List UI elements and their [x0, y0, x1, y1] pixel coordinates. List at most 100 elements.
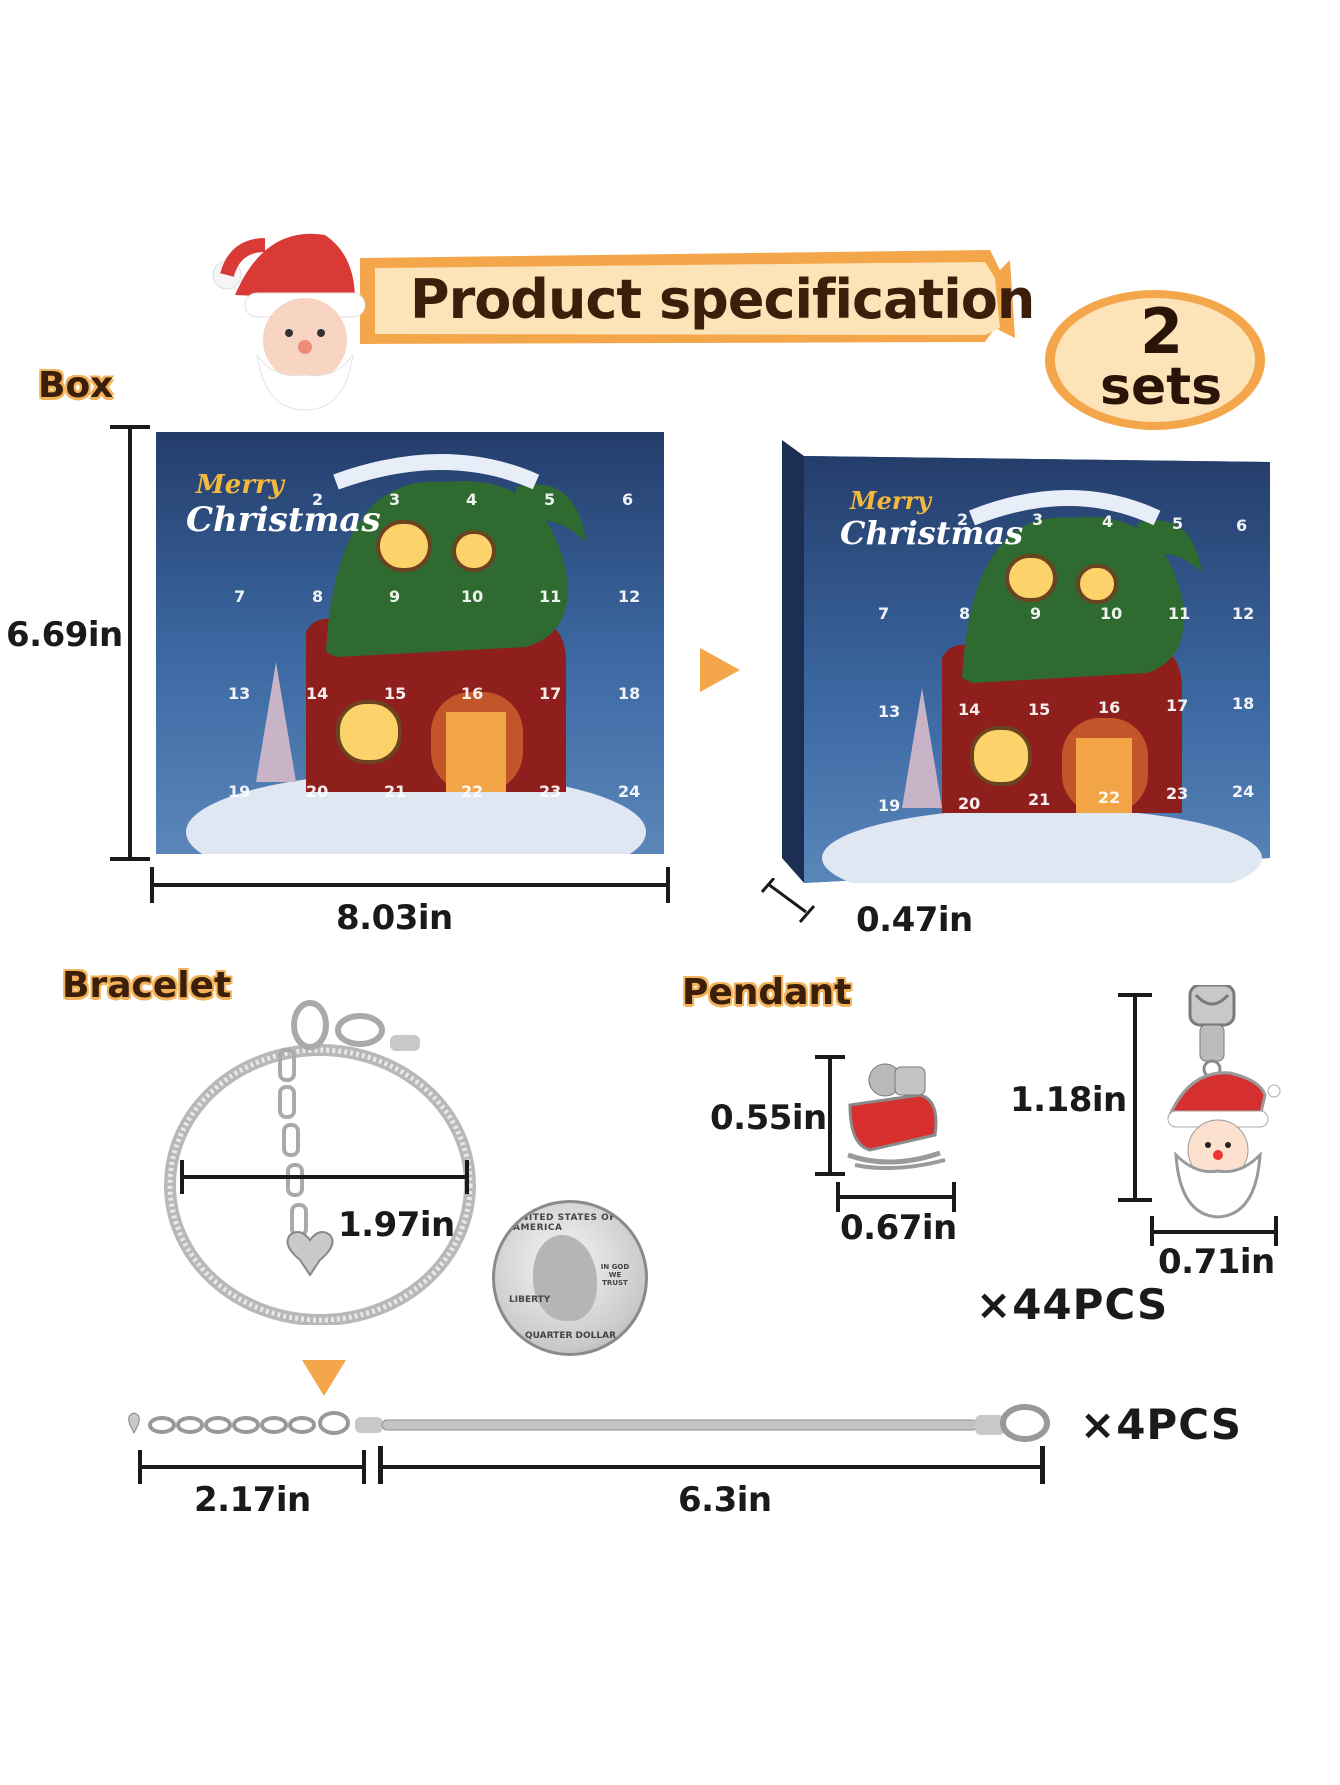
badge-oval	[1045, 290, 1265, 430]
door-front: 21	[384, 782, 407, 801]
santa-width-cap-right	[1274, 1216, 1278, 1246]
santa-width-line	[1152, 1230, 1276, 1234]
sleigh-width-line	[838, 1195, 954, 1199]
door-side: 22	[1098, 788, 1121, 807]
door-side: 8	[959, 604, 971, 623]
door-side: 15	[1028, 700, 1051, 719]
santa-pendant-image	[1167, 985, 1281, 1219]
door-front: 12	[618, 587, 641, 606]
sleigh-height-cap-top	[815, 1055, 845, 1059]
arrow-right-icon	[700, 648, 740, 692]
box-depth-value: 0.47in	[856, 900, 973, 940]
door-front: 7	[234, 587, 246, 606]
door-side: 14	[958, 700, 981, 719]
box-width-line	[152, 883, 668, 887]
extension-cap-left	[138, 1450, 142, 1484]
door-side: 19	[878, 796, 901, 815]
banner-title: Product specification	[410, 268, 1035, 331]
door-front: 23	[539, 782, 562, 801]
door-front: 19	[228, 782, 251, 801]
door-front: 11	[539, 587, 562, 606]
bracelet-width-line	[182, 1175, 467, 1179]
bracelet-straight-image	[128, 1404, 1050, 1442]
santa-height-cap-bottom	[1118, 1198, 1152, 1202]
coin-portrait	[533, 1235, 597, 1321]
chain-length-line	[380, 1465, 1042, 1469]
pendant-quantity: ×44PCS	[976, 1280, 1169, 1329]
badge-count: 2	[1140, 295, 1184, 368]
door-side: 4	[1102, 512, 1114, 531]
door-front: 15	[384, 684, 407, 703]
door-side: 16	[1098, 698, 1121, 717]
sleigh-width-cap-right	[952, 1182, 956, 1212]
section-label-box: Box	[38, 365, 114, 406]
door-front: 6	[622, 490, 634, 509]
bracelet-quantity: ×4PCS	[1080, 1400, 1243, 1449]
santa-height-line	[1133, 995, 1137, 1200]
box-width-value: 8.03in	[336, 898, 453, 938]
bracelet-width-cap-right	[465, 1160, 469, 1194]
greeting-front-line1: Merry	[196, 470, 284, 500]
box-height-cap-top	[110, 425, 150, 429]
bracelet-width-cap-left	[180, 1160, 184, 1194]
coin-text-top: UNITED STATES OF AMERICA	[513, 1213, 616, 1233]
door-side: 20	[958, 794, 981, 813]
door-front: 4	[466, 490, 478, 509]
section-label-pendant: Pendant	[682, 972, 852, 1013]
banner: Product specification	[200, 220, 1080, 380]
santa-width-cap-left	[1150, 1216, 1154, 1246]
coin-motto: IN GOD WE TRUST	[600, 1263, 630, 1287]
extension-length-line	[140, 1465, 364, 1469]
door-front: 18	[618, 684, 641, 703]
door-front: 14	[306, 684, 329, 703]
bracelet-width-value: 1.97in	[338, 1205, 455, 1245]
door-side: 3	[1032, 510, 1044, 529]
advent-box-angled: Merry Christmas 2 3 4 5 6 7 8 9 10 11 12…	[782, 438, 1270, 883]
door-front: 24	[618, 782, 641, 801]
door-side: 5	[1172, 514, 1184, 533]
santa-width-value: 0.71in	[1158, 1242, 1275, 1282]
quarter-coin: UNITED STATES OF AMERICA LIBERTY IN GOD …	[492, 1200, 648, 1356]
box-height-cap-bottom	[110, 857, 150, 861]
door-front: 22	[461, 782, 484, 801]
door-side: 7	[878, 604, 890, 623]
santa-height-cap-top	[1118, 993, 1152, 997]
door-side: 12	[1232, 604, 1255, 623]
box-width-cap-right	[666, 867, 670, 903]
santa-head-icon	[205, 215, 385, 415]
box-edge-shape	[782, 440, 1270, 883]
sleigh-width-cap-left	[836, 1182, 840, 1212]
door-front: 17	[539, 684, 562, 703]
santa-height-value: 1.18in	[1010, 1080, 1127, 1120]
advent-box-front: Merry Christmas 2 3 4 5 6 7 8 9 10 11 12…	[156, 432, 664, 854]
sleigh-height-value: 0.55in	[710, 1098, 827, 1138]
door-side: 23	[1166, 784, 1189, 803]
door-front: 2	[312, 490, 324, 509]
section-label-bracelet: Bracelet	[62, 965, 232, 1006]
door-front: 3	[389, 490, 401, 509]
door-side: 24	[1232, 782, 1255, 801]
door-side: 9	[1030, 604, 1042, 623]
door-side: 2	[957, 510, 969, 529]
greeting-side-line2: Christmas	[840, 514, 1024, 552]
box-height-line	[128, 425, 132, 861]
door-side: 21	[1028, 790, 1051, 809]
sleigh-height-cap-bottom	[815, 1172, 845, 1176]
chain-cap-right	[1040, 1446, 1045, 1484]
extension-cap-right	[362, 1450, 366, 1484]
door-side: 11	[1168, 604, 1191, 623]
badge-unit: sets	[1100, 357, 1223, 417]
bracelet-loop-image	[164, 1000, 476, 1325]
box-height-value: 6.69in	[6, 615, 123, 655]
sleigh-height-line	[828, 1057, 832, 1175]
door-front: 16	[461, 684, 484, 703]
door-side: 10	[1100, 604, 1123, 623]
sets-badge: 2 sets	[1040, 285, 1270, 435]
chain-length-value: 6.3in	[678, 1480, 772, 1520]
banner-ribbon	[360, 250, 1015, 344]
sleigh-charm-image	[847, 1063, 946, 1171]
box-width-cap-left	[150, 867, 154, 903]
door-side: 17	[1166, 696, 1189, 715]
door-side: 6	[1236, 516, 1248, 535]
sleigh-width-value: 0.67in	[840, 1208, 957, 1248]
